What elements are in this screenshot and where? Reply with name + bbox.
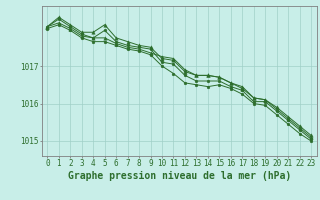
X-axis label: Graphe pression niveau de la mer (hPa): Graphe pression niveau de la mer (hPa)	[68, 171, 291, 181]
